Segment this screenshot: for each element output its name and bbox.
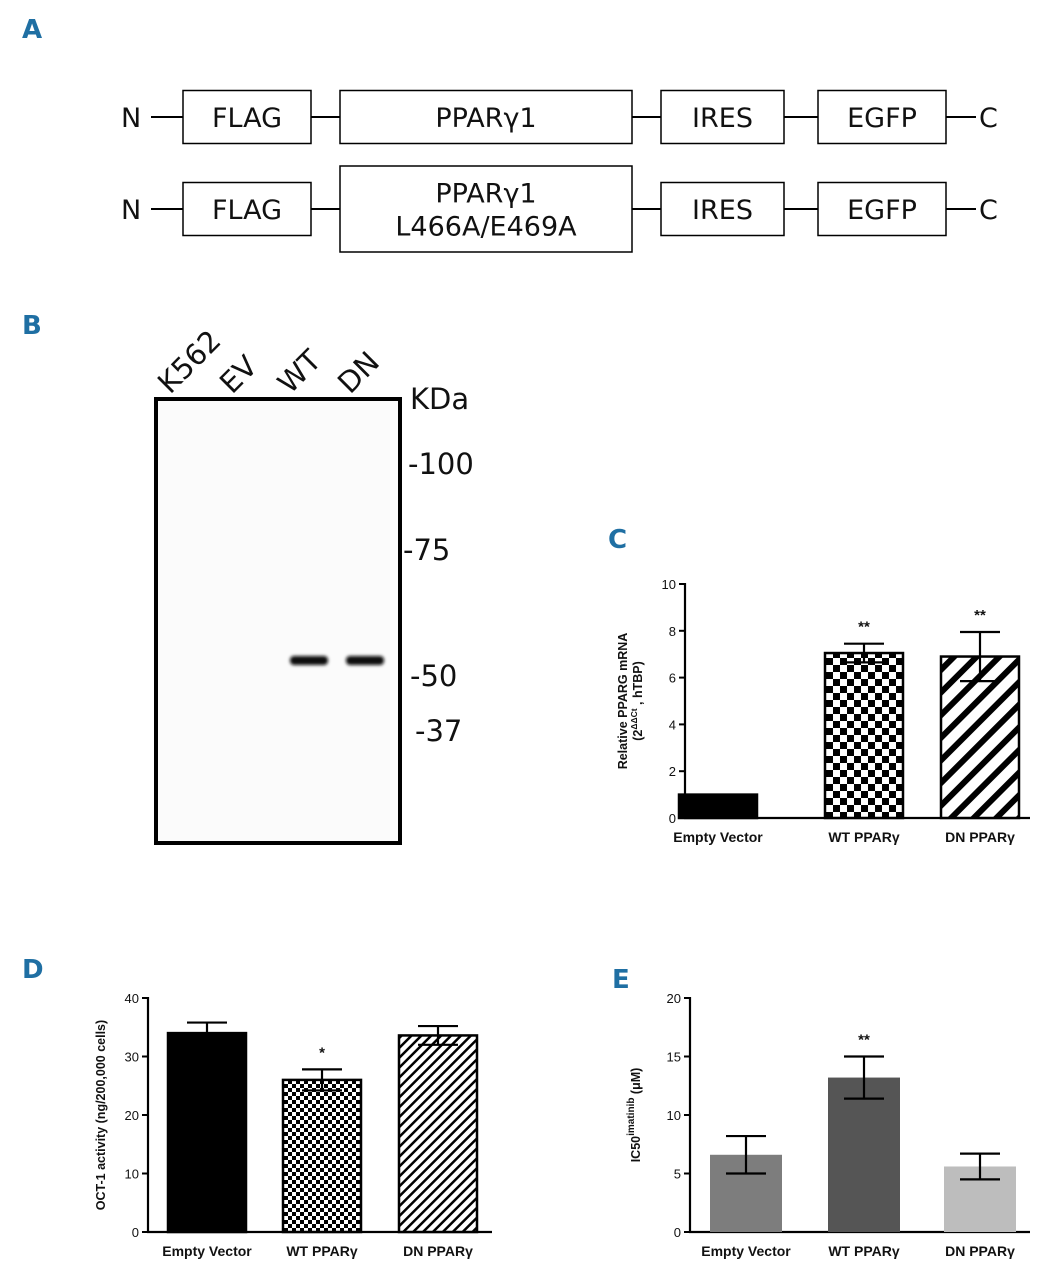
protein-band bbox=[346, 656, 384, 665]
y-tick-label: 15 bbox=[667, 1050, 681, 1065]
construct-element-box bbox=[339, 165, 633, 253]
blot-frame bbox=[154, 397, 402, 845]
y-axis-title: Relative PPARG mRNA bbox=[616, 633, 630, 770]
y-tick-label: 6 bbox=[669, 671, 676, 686]
bar bbox=[828, 1077, 900, 1232]
y-tick-label: 0 bbox=[132, 1225, 139, 1240]
construct-element-box bbox=[182, 181, 312, 237]
bar bbox=[823, 651, 905, 820]
y-tick-label: 30 bbox=[125, 1050, 139, 1065]
marker-50: -50 bbox=[410, 659, 457, 693]
x-category-label: WT PPARγ bbox=[828, 829, 900, 845]
bar bbox=[397, 1034, 479, 1234]
construct-element-box bbox=[339, 89, 633, 145]
protein-band bbox=[290, 656, 328, 665]
y-tick-label: 0 bbox=[674, 1225, 681, 1240]
c-terminus-label: C bbox=[979, 195, 998, 226]
y-axis-title: OCT-1 activity (ng/200,000 cells) bbox=[94, 1020, 108, 1210]
significance-marker: ** bbox=[858, 619, 870, 636]
significance-marker: * bbox=[319, 1044, 325, 1061]
construct-element-label: EGFP bbox=[847, 195, 917, 226]
y-axis-title: IC50imatinib (μM) bbox=[626, 1068, 643, 1163]
lane-label-ev: EV bbox=[213, 349, 264, 400]
panel-d-letter: D bbox=[22, 955, 44, 985]
construct-element-label: IRES bbox=[692, 195, 753, 226]
y-axis-subtitle: (2ΔΔCt , hTBP) bbox=[629, 661, 645, 741]
panel-a-constructs: N FLAG PPARγ1 IRES EGFP CN FLAGPPARγ1L466A/E46… bbox=[121, 89, 998, 253]
bar bbox=[166, 1031, 248, 1234]
construct-element-label: PPARγ1 bbox=[435, 103, 536, 134]
marker-100: -100 bbox=[408, 447, 474, 481]
lane-label-wt: WT bbox=[271, 343, 328, 400]
y-tick-label: 10 bbox=[125, 1167, 139, 1182]
construct-element-label: FLAG bbox=[212, 195, 282, 226]
chart-d-oct1-activity: 0 10 20 30 40 Empty Vector * WT PPARγ DN PPARγ OC… bbox=[94, 991, 492, 1259]
x-category-label: DN PPARγ bbox=[403, 1243, 473, 1259]
lane-label-k562: K562 bbox=[151, 323, 228, 400]
chart-e-ic50-imatinib: 0 5 10 15 20 Empty Vector ** WT PPARγ DN PPARγ IC… bbox=[626, 991, 1030, 1259]
blot-bands bbox=[290, 656, 384, 665]
x-category-label: DN PPARγ bbox=[945, 829, 1015, 845]
n-terminus-label: N bbox=[121, 103, 141, 134]
construct-element-box bbox=[660, 181, 785, 237]
y-tick-label: 20 bbox=[125, 1108, 139, 1123]
y-tick-label: 10 bbox=[667, 1108, 681, 1123]
construct-element-label: EGFP bbox=[847, 103, 917, 134]
construct-element-box bbox=[817, 89, 947, 145]
y-tick-label: 10 bbox=[662, 577, 676, 592]
chart-c-pparg-mrna: 0 2 4 6 8 10 Empty Vector ** WT PPARγ ** DN PPARγ R… bbox=[616, 577, 1030, 845]
panel-a-letter: A bbox=[22, 15, 42, 45]
significance-marker: ** bbox=[974, 607, 986, 624]
panel-e-letter: E bbox=[612, 965, 630, 995]
panel-b-western-blot: K562 EV WT DN KDa -100 -75 -50 -37 bbox=[151, 323, 474, 845]
bar bbox=[281, 1078, 363, 1234]
kda-unit-label: KDa bbox=[410, 382, 469, 416]
x-category-label: WT PPARγ bbox=[286, 1243, 358, 1259]
y-tick-label: 20 bbox=[667, 991, 681, 1006]
x-category-label: Empty Vector bbox=[162, 1243, 252, 1259]
construct-element-label: PPARγ1 bbox=[435, 179, 536, 210]
panel-b-letter: B bbox=[22, 311, 42, 341]
marker-75: -75 bbox=[403, 533, 450, 567]
marker-37: -37 bbox=[415, 714, 462, 748]
construct-element-label: FLAG bbox=[212, 103, 282, 134]
bar bbox=[939, 655, 1021, 820]
bar bbox=[677, 793, 759, 820]
c-terminus-label: C bbox=[979, 103, 998, 134]
x-category-label: WT PPARγ bbox=[828, 1243, 900, 1259]
y-tick-label: 0 bbox=[669, 811, 676, 826]
construct-element-box bbox=[817, 181, 947, 237]
lane-label-dn: DN bbox=[331, 345, 386, 400]
x-category-label: Empty Vector bbox=[701, 1243, 791, 1259]
y-tick-label: 40 bbox=[125, 991, 139, 1006]
panel-c-letter: C bbox=[608, 525, 627, 555]
y-tick-label: 8 bbox=[669, 624, 676, 639]
y-tick-label: 5 bbox=[674, 1167, 681, 1182]
x-category-label: DN PPARγ bbox=[945, 1243, 1015, 1259]
y-tick-label: 4 bbox=[669, 717, 676, 732]
construct-element-label: IRES bbox=[692, 103, 753, 134]
construct-element-box bbox=[660, 89, 785, 145]
x-category-label: Empty Vector bbox=[673, 829, 763, 845]
construct-element-label: L466A/E469A bbox=[395, 212, 577, 243]
y-tick-label: 2 bbox=[669, 764, 676, 779]
significance-marker: ** bbox=[858, 1032, 870, 1049]
n-terminus-label: N bbox=[121, 195, 141, 226]
